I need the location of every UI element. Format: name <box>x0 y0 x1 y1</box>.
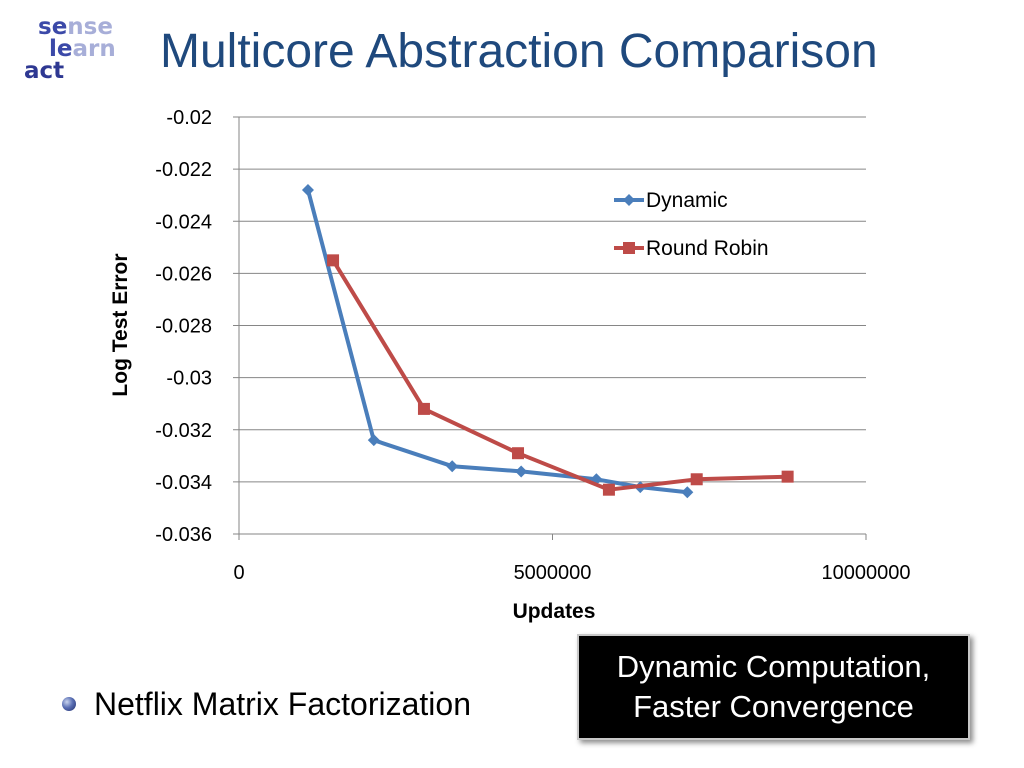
y-tick-label: -0.022 <box>155 159 212 181</box>
legend-round-robin-marker <box>623 242 635 254</box>
round-robin-data-point <box>417 402 430 415</box>
bullet-text: Netflix Matrix Factorization <box>94 686 471 722</box>
axes <box>233 116 867 540</box>
logo-line-sense: sense <box>38 14 113 40</box>
slide-title: Multicore Abstraction Comparison <box>160 25 878 78</box>
legend-round-robin-label: Round Robin <box>646 237 769 260</box>
x-axis-label: Updates <box>513 600 596 623</box>
dynamic-data-point <box>301 183 314 196</box>
round-robin-data-point <box>602 483 615 496</box>
gridlines <box>239 116 866 535</box>
dynamic-data-point <box>446 460 459 473</box>
tick-labels: -0.02 -0.022 -0.024 -0.026 -0.028 -0.03 -0.032… <box>155 107 910 584</box>
y-tick-label: -0.034 <box>155 472 212 494</box>
logo-line-act: act <box>24 58 65 84</box>
dynamic-data-point <box>367 434 380 447</box>
x-tick-label: 5000000 <box>514 562 592 584</box>
x-tick-label: 0 <box>233 562 244 584</box>
dynamic-data-point <box>515 465 528 478</box>
y-tick-label: -0.03 <box>166 368 212 390</box>
legend: Dynamic Round Robin <box>614 189 769 260</box>
legend-dynamic-marker <box>623 194 635 206</box>
y-tick-label: -0.026 <box>155 263 212 285</box>
x-tick-label: 10000000 <box>822 562 911 584</box>
line-chart: -0.02 -0.022 -0.024 -0.026 -0.028 -0.03 -0.032… <box>109 107 910 623</box>
y-tick-label: -0.032 <box>155 420 212 442</box>
round-robin-data-point <box>781 470 794 483</box>
sense-learn-act-logo: sense learn act <box>22 14 132 94</box>
dynamic-data-point <box>681 486 694 499</box>
callout-line-2: Faster Convergence <box>633 689 914 724</box>
series-lines <box>301 183 794 499</box>
callout-box: Dynamic Computation, Faster Convergence <box>577 634 970 740</box>
y-tick-label: -0.028 <box>155 316 212 338</box>
logo-line-learn: learn <box>49 36 116 62</box>
round-robin-data-point <box>690 473 703 486</box>
round-robin-data-point <box>327 254 340 267</box>
y-tick-label: -0.036 <box>155 524 212 546</box>
round-robin-data-point <box>512 447 525 460</box>
y-tick-label: -0.02 <box>166 107 212 129</box>
y-tick-label: -0.024 <box>155 211 212 233</box>
legend-dynamic-label: Dynamic <box>646 189 728 212</box>
bullet-icon <box>62 697 76 711</box>
round-robin-series-line <box>331 259 788 492</box>
callout-line-1: Dynamic Computation, <box>616 649 931 684</box>
y-axis-label: Log Test Error <box>109 253 132 396</box>
dynamic-series-line <box>306 189 688 495</box>
